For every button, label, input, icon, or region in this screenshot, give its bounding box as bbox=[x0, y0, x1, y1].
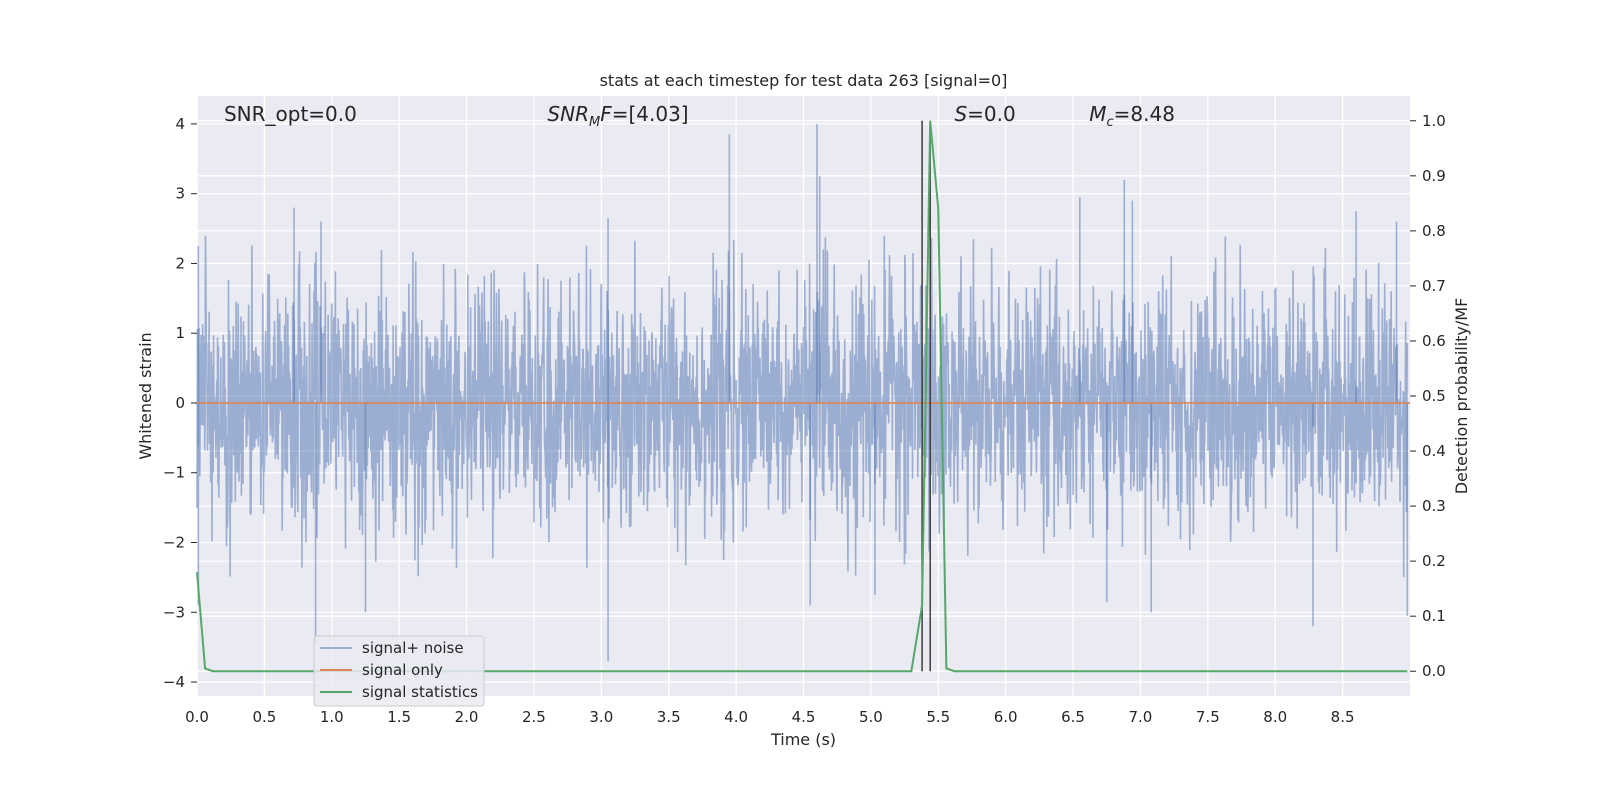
y-left-tick-label: −2 bbox=[163, 534, 185, 552]
y-left-tick-label: 4 bbox=[175, 115, 185, 133]
x-tick-label: 2.5 bbox=[522, 708, 546, 726]
legend-label-signal-only: signal only bbox=[362, 661, 443, 679]
annotation-snr-mf-value: =[4.03] bbox=[612, 102, 689, 126]
annotation-s-value: =0.0 bbox=[967, 102, 1016, 126]
y-left-tick-label: −1 bbox=[163, 464, 185, 482]
annotation-snr-mf: SNRMF=[4.03] bbox=[547, 102, 688, 130]
annotation-mc: Mc=8.48 bbox=[1089, 102, 1175, 130]
y-left-tick-label: −4 bbox=[163, 673, 185, 691]
signal-statistics-line bbox=[196, 120, 1408, 673]
y-right-tick-label: 1.0 bbox=[1422, 112, 1446, 130]
x-tick-label: 7.0 bbox=[1129, 708, 1153, 726]
legend-box bbox=[313, 635, 485, 707]
signal-noise-trace bbox=[196, 235, 1409, 578]
chart-title: stats at each timestep for test data 263… bbox=[600, 71, 1008, 90]
x-tick-label: 3.0 bbox=[589, 708, 613, 726]
y-left-tick-label: 0 bbox=[175, 394, 185, 412]
x-tick-label: 0.5 bbox=[252, 708, 276, 726]
y-right-tick-label: 0.6 bbox=[1422, 332, 1446, 350]
y-right-tick-label: 0.3 bbox=[1422, 497, 1446, 515]
x-tick-label: 6.0 bbox=[994, 708, 1018, 726]
legend: signal+ noise signal only signal statist… bbox=[313, 635, 485, 707]
x-tick-label: 5.0 bbox=[859, 708, 883, 726]
x-tick-label: 2.0 bbox=[455, 708, 479, 726]
tick-labels: 0.0 0.5 1.0 1.5 2.0 2.5 3.0 3.5 4.0 4.5 5.0 5.5 6.0 6… bbox=[163, 112, 1446, 726]
y-right-tick-label: 0.4 bbox=[1422, 442, 1446, 460]
y-axis-right-label: Detection probability/MF bbox=[1452, 298, 1471, 495]
y-right-tick-label: 0.0 bbox=[1422, 662, 1446, 680]
y-right-tick-label: 0.5 bbox=[1422, 387, 1446, 405]
series-signal-noise bbox=[196, 123, 1409, 662]
y-left-tick-label: 2 bbox=[175, 254, 185, 272]
annotation-mc-main: M bbox=[1089, 102, 1106, 126]
y-right-tick-label: 0.2 bbox=[1422, 552, 1446, 570]
y-right-tick-label: 0.7 bbox=[1422, 277, 1446, 295]
annotation-s-main: S bbox=[954, 102, 967, 126]
x-tick-label: 4.0 bbox=[724, 708, 748, 726]
annotation-snr-mf-f: F bbox=[600, 102, 612, 126]
x-tick-label: 1.0 bbox=[320, 708, 344, 726]
y-left-tick-label: 3 bbox=[175, 185, 185, 203]
y-left-tick-label: 1 bbox=[175, 324, 185, 342]
y-right-tick-label: 0.8 bbox=[1422, 222, 1446, 240]
x-tick-label: 5.5 bbox=[926, 708, 950, 726]
annotation-s: S=0.0 bbox=[954, 102, 1015, 126]
x-tick-label: 7.5 bbox=[1196, 708, 1220, 726]
x-tick-label: 3.5 bbox=[657, 708, 681, 726]
y-right-tick-label: 0.9 bbox=[1422, 167, 1446, 185]
y-right-tick-label: 0.1 bbox=[1422, 607, 1446, 625]
legend-label-signal-statistics: signal statistics bbox=[362, 683, 478, 701]
x-tick-label: 8.0 bbox=[1263, 708, 1287, 726]
series-lines bbox=[196, 120, 1410, 673]
x-tick-label: 1.5 bbox=[387, 708, 411, 726]
annotation-snr-opt: SNR_opt=0.0 bbox=[224, 102, 357, 126]
x-tick-label: 6.5 bbox=[1061, 708, 1085, 726]
annotation-mc-sub: c bbox=[1106, 115, 1113, 130]
x-tick-label: 0.0 bbox=[185, 708, 209, 726]
y-axis-left-label: Whitened strain bbox=[136, 332, 155, 459]
x-tick-label: 8.5 bbox=[1331, 708, 1355, 726]
annotation-snr-mf-main: SNR bbox=[547, 102, 589, 126]
legend-label-signal-noise: signal+ noise bbox=[362, 639, 464, 657]
x-tick-label: 4.5 bbox=[792, 708, 816, 726]
annotation-snr-mf-sub: M bbox=[589, 115, 600, 130]
x-axis-label: Time (s) bbox=[770, 730, 836, 749]
annotation-mc-value: =8.48 bbox=[1114, 102, 1175, 126]
y-left-tick-label: −3 bbox=[163, 603, 185, 621]
